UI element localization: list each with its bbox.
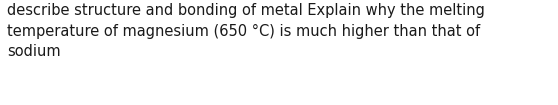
Text: describe structure and bonding of metal Explain why the melting
temperature of m: describe structure and bonding of metal …	[7, 3, 484, 59]
